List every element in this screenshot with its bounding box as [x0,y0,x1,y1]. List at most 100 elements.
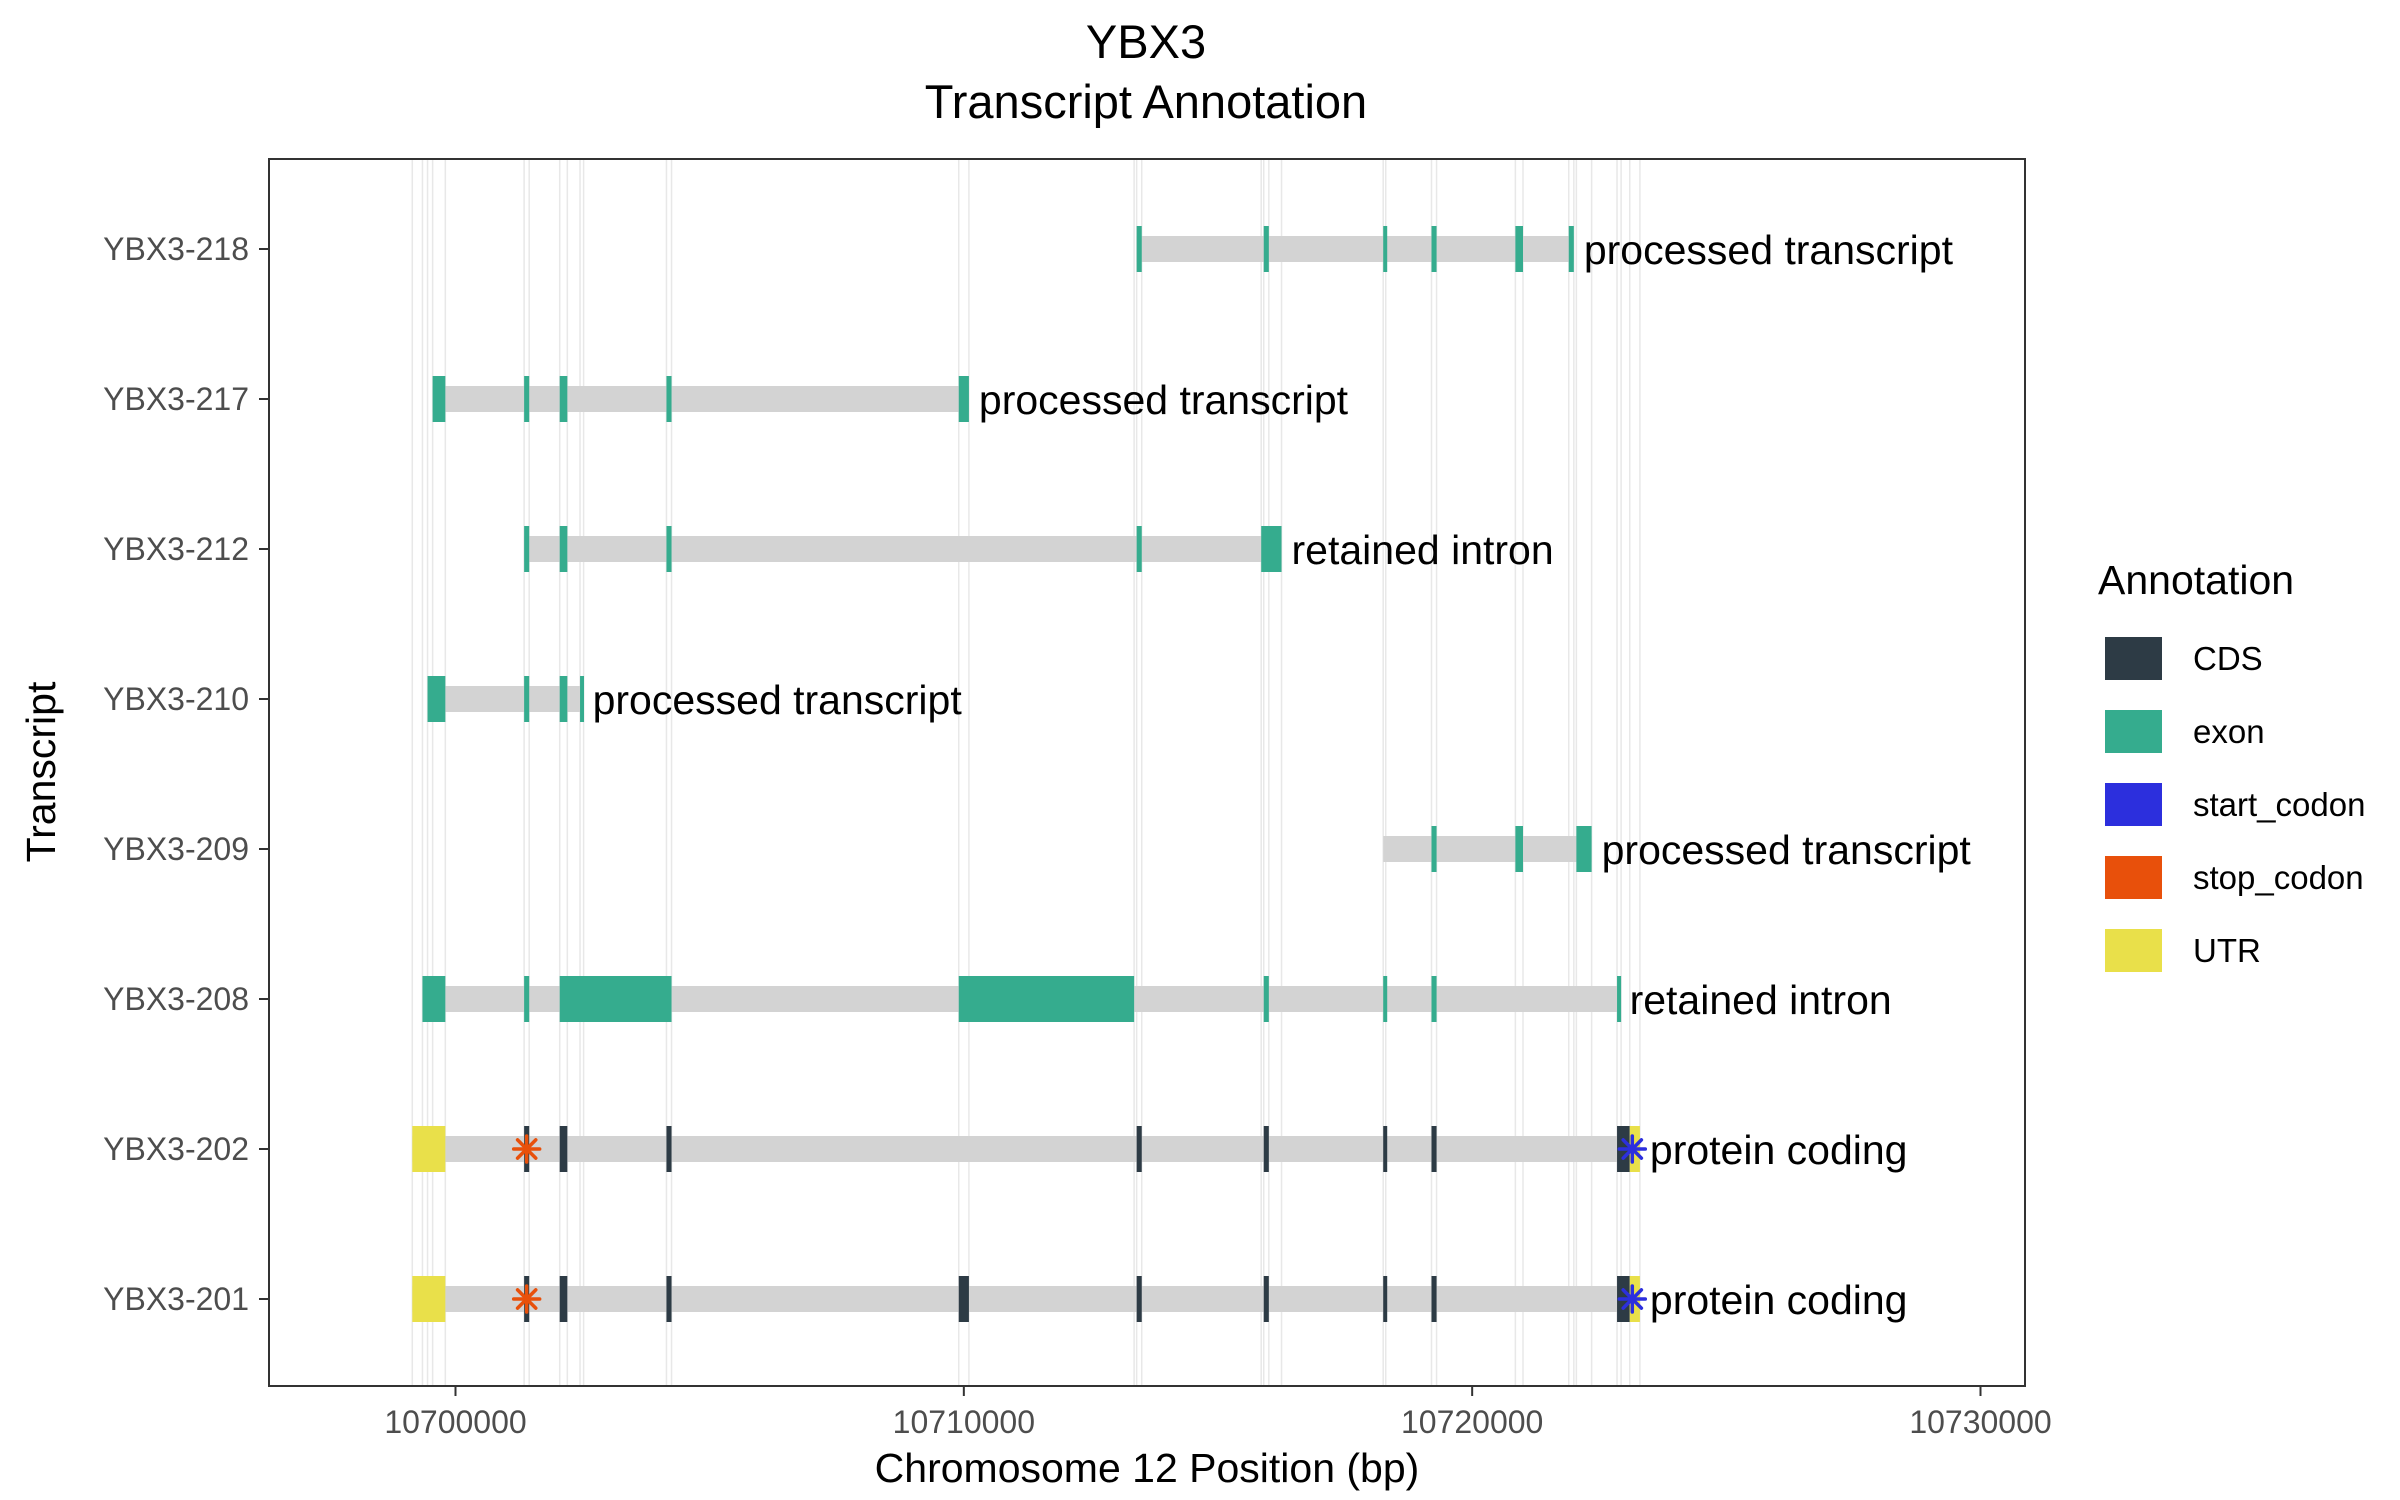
exon-block [432,376,446,422]
intron-backbone [432,386,969,412]
grid-lines [411,159,1641,1386]
exon-block [1431,226,1437,272]
y-tick-label: YBX3-202 [103,1131,249,1167]
exon-block [1136,526,1142,572]
exon-block [524,376,530,422]
intron-backbone [427,686,583,712]
cds-block [958,1276,969,1322]
y-tick-label: YBX3-201 [103,1281,249,1317]
cds-block [666,1276,672,1322]
biotype-label: protein coding [1650,1277,1908,1323]
cds-block [559,1126,568,1172]
intron-backbone [1136,236,1574,262]
x-axis: 10700000 10710000 10720000 10730000 [384,1386,2052,1440]
exon-block [559,526,568,572]
exon-block [1261,526,1282,572]
cds-block [1136,1276,1142,1322]
utr-block [412,1126,446,1172]
chart-title-line1: YBX3 [1086,15,1206,68]
stop-codon-marker [511,1134,542,1164]
legend-label: stop_codon [2193,859,2364,896]
exon-block [1136,226,1142,272]
legend-swatch-utr [2105,929,2162,972]
cds-block [559,1276,568,1322]
y-axis: YBX3-218 YBX3-217 YBX3-212 YBX3-210 YBX3-209… [103,231,269,1317]
legend-swatch-cds [2105,637,2162,680]
exon-block [580,676,585,722]
x-tick-label: 10730000 [1909,1404,2051,1440]
transcript-track: protein coding [412,1276,1907,1323]
biotype-label: processed transcript [979,377,1349,423]
cds-block [1431,1276,1437,1322]
exon-block [1515,826,1523,872]
y-tick-label: YBX3-218 [103,231,249,267]
exon-block [1568,226,1574,272]
exon-block [958,376,969,422]
exon-block [422,976,446,1022]
exon-block [1617,976,1622,1022]
y-tick-label: YBX3-217 [103,381,249,417]
transcript-tracks: processed transcript processed transcript… [412,226,1971,1323]
y-tick-label: YBX3-208 [103,981,249,1017]
exon-block [1431,976,1437,1022]
exon-block [524,676,530,722]
exon-block [559,676,568,722]
exon-block [1515,226,1523,272]
y-tick-label: YBX3-209 [103,831,249,867]
biotype-label: processed transcript [1584,227,1954,273]
exon-block [666,376,672,422]
utr-block [412,1276,446,1322]
legend-label: start_codon [2193,786,2365,823]
biotype-label: protein coding [1650,1127,1908,1173]
legend-swatch-stop-codon [2105,856,2162,899]
transcript-track: processed transcript [1136,226,1954,273]
start-codon-marker [1617,1134,1648,1164]
x-tick-label: 10720000 [1401,1404,1543,1440]
transcript-track: retained intron [422,976,1892,1023]
transcript-track: processed transcript [432,376,1349,423]
y-axis-title: Transcript [18,681,64,862]
cds-block [666,1126,672,1172]
transcript-track: retained intron [524,526,1554,573]
biotype-label: retained intron [1630,977,1892,1023]
legend-label: UTR [2193,932,2261,969]
x-tick-label: 10700000 [384,1404,526,1440]
cds-block [1263,1126,1269,1172]
legend-title: Annotation [2098,557,2294,603]
exon-block [559,976,672,1022]
exon-block [1576,826,1592,872]
intron-backbone [1383,836,1592,862]
exon-block [1263,226,1269,272]
cds-block [1263,1276,1269,1322]
exon-block [958,976,1135,1022]
exon-block [524,976,530,1022]
legend-swatch-exon [2105,710,2162,753]
transcript-track: processed transcript [427,676,962,723]
exon-block [1263,976,1269,1022]
y-tick-label: YBX3-212 [103,531,249,567]
cds-block [1383,1276,1388,1322]
exon-block [524,526,530,572]
intron-backbone [412,1286,1640,1312]
intron-backbone [412,1136,1640,1162]
x-tick-label: 10710000 [893,1404,1035,1440]
cds-block [1136,1126,1142,1172]
biotype-label: retained intron [1292,527,1554,573]
cds-block [1383,1126,1388,1172]
exon-block [1383,976,1388,1022]
legend-label: CDS [2193,640,2263,677]
exon-block [559,376,568,422]
exon-block [1383,226,1388,272]
y-tick-label: YBX3-210 [103,681,249,717]
legend-swatch-start-codon [2105,783,2162,826]
legend-label: exon [2193,713,2265,750]
exon-block [427,676,446,722]
biotype-label: processed transcript [1602,827,1972,873]
intron-backbone [524,536,1282,562]
transcript-track: processed transcript [1383,826,1971,873]
x-axis-title: Chromosome 12 Position (bp) [875,1445,1420,1491]
chart-title-line2: Transcript Annotation [925,75,1367,128]
exon-block [666,526,672,572]
legend: Annotation CDS exon start_codon stop_codon U… [2098,557,2365,972]
